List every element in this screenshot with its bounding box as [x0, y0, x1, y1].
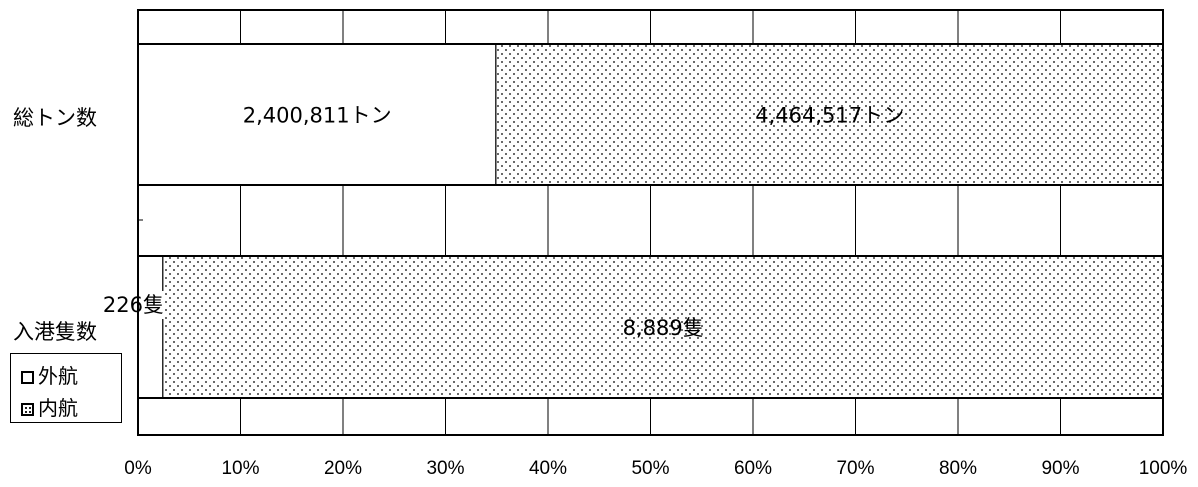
bar-value-label: 2,400,811トン [243, 104, 392, 128]
x-tick-label: 40% [529, 458, 567, 479]
legend-swatch-dotted [21, 403, 34, 416]
legend-swatch-white [21, 371, 34, 384]
legend: 外航 内航 [10, 353, 122, 423]
x-tick-label: 100% [1139, 458, 1188, 479]
x-tick-label: 70% [836, 458, 874, 479]
legend-item-foreign: 外航 [21, 360, 78, 389]
category-label-tonnage: 総トン数 [13, 106, 97, 130]
x-tick-label: 60% [734, 458, 772, 479]
legend-item-domestic: 内航 [21, 392, 78, 421]
bar-segment [138, 44, 497, 185]
bar-value-label: 4,464,517トン [755, 104, 904, 128]
legend-label-domestic: 内航 [38, 396, 78, 420]
x-tick-label: 20% [324, 458, 362, 479]
bar-value-label: 8,889隻 [623, 316, 704, 340]
bar-value-label-bg [98, 291, 169, 319]
x-tick-label: 80% [939, 458, 977, 479]
bar-segment [138, 256, 164, 398]
plot-frame [137, 9, 1164, 436]
x-tick-label: 10% [221, 458, 259, 479]
bar-value-label: 226隻 [103, 293, 164, 317]
x-tick-label: 50% [631, 458, 669, 479]
bar-segment [496, 44, 1163, 185]
x-tick-label: 0% [124, 458, 152, 479]
category-label-ships: 入港隻数 [13, 320, 97, 344]
x-tick-labels: 0% 10% 20% 30% 40% 50% 60% 70% 80% 90% 100% [124, 458, 1187, 479]
legend-label-foreign: 外航 [38, 364, 78, 388]
bars: 2,400,811トン 4,464,517トン 226隻 8,889隻 [98, 9, 1164, 436]
bar-segment [163, 256, 1163, 398]
x-tick-label: 30% [426, 458, 464, 479]
x-tick-label: 90% [1041, 458, 1079, 479]
